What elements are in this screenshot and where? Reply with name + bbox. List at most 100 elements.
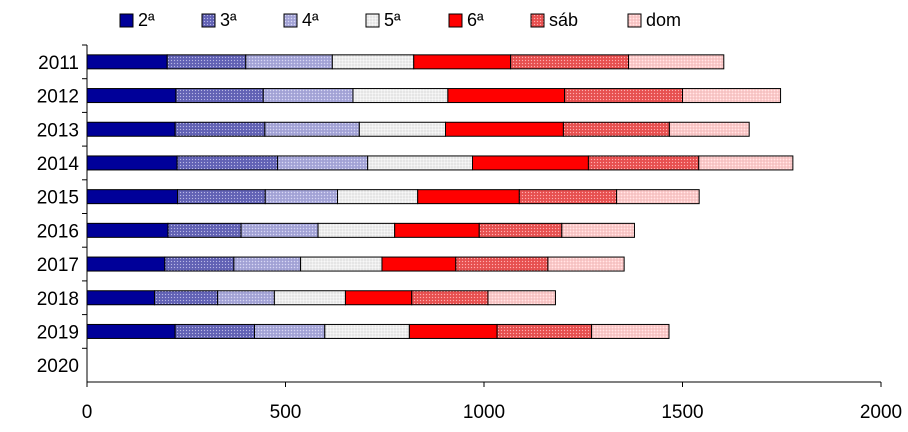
bar-segment (324, 323, 410, 339)
y-tick-label: 2019 (37, 322, 79, 343)
legend-label: 5ª (384, 10, 401, 30)
bar-segment (245, 54, 333, 70)
bar-segment (668, 121, 750, 137)
bar-segment (411, 290, 489, 306)
bar-segment (164, 256, 235, 272)
x-tick-label: 1000 (463, 402, 505, 423)
bar-segment (264, 189, 339, 205)
legend-swatch (530, 13, 545, 28)
legend-swatch (283, 13, 298, 28)
bar-segment (233, 256, 302, 272)
bar-row-2017 (86, 256, 625, 272)
bar-segment (417, 189, 520, 205)
x-tick-label: 1500 (661, 402, 703, 423)
bar-segment (547, 256, 625, 272)
bars (86, 54, 794, 339)
bar-segment (86, 155, 178, 171)
bar-segment (86, 189, 179, 205)
y-tick-label: 2018 (37, 289, 79, 310)
bar-segment (86, 256, 166, 272)
bar-segment (358, 121, 446, 137)
bar-segment (394, 222, 480, 238)
bar-segment (510, 54, 630, 70)
bar-segment (175, 88, 264, 104)
bar-segment (176, 155, 279, 171)
bar-segment (562, 121, 670, 137)
legend-item-4: 5ª (365, 10, 401, 30)
bar-segment (317, 222, 396, 238)
y-tick-label: 2012 (37, 87, 79, 108)
bar-segment (496, 323, 593, 339)
axes: 2011 2012 2013 2014 2015 2016 2017 2018 2019 2020… (37, 44, 902, 423)
bar-row-2013 (86, 121, 750, 137)
legend-swatch (119, 13, 134, 28)
legend-swatch (201, 13, 216, 28)
x-tick-label: 2000 (860, 402, 902, 423)
bar-row-2016 (86, 222, 635, 238)
bar-segment (174, 121, 266, 137)
y-tick-label: 2020 (37, 356, 79, 377)
bar-segment (273, 290, 346, 306)
bar-segment (174, 323, 256, 339)
bar-segment (444, 121, 564, 137)
legend-label: dom (646, 10, 681, 30)
legend-item-2: 3ª (201, 10, 237, 30)
legend-label: 3ª (220, 10, 237, 30)
bar-segment (344, 290, 413, 306)
bar-row-2019 (86, 323, 670, 339)
legend-item-1: 2ª (119, 10, 155, 30)
bar-segment (166, 54, 247, 70)
bar-segment (518, 189, 618, 205)
legend-label: 2ª (138, 10, 155, 30)
bar-segment (587, 155, 700, 171)
legend-swatch (627, 13, 642, 28)
bar-segment (86, 222, 169, 238)
bar-segment (561, 222, 635, 238)
bar-segment (86, 121, 176, 137)
bar-segment (455, 256, 549, 272)
bar-segment (217, 290, 275, 306)
y-tick-label: 2017 (37, 255, 79, 276)
legend-swatch (365, 13, 380, 28)
bar-segment (478, 222, 563, 238)
bar-segment (300, 256, 383, 272)
bar-segment (413, 54, 512, 70)
legend-item-6: sáb (530, 10, 578, 30)
legend-item-7: dom (627, 10, 681, 30)
bar-row-2012 (86, 88, 782, 104)
y-tick-label: 2016 (37, 221, 79, 242)
bar-segment (331, 54, 415, 70)
bar-segment (264, 121, 360, 137)
legend-label: 4ª (302, 10, 319, 30)
bar-segment (628, 54, 725, 70)
legend-item-5: 6ª (448, 10, 484, 30)
bar-segment (277, 155, 369, 171)
bar-segment (408, 323, 498, 339)
bar-segment (254, 323, 326, 339)
y-tick-label: 2011 (38, 53, 79, 74)
bar-segment (240, 222, 319, 238)
bar-segment (337, 189, 419, 205)
legend-label: sáb (549, 10, 578, 30)
bar-segment (167, 222, 242, 238)
bar-segment (352, 88, 449, 104)
bar-segment (447, 88, 566, 104)
bar-segment (471, 155, 589, 171)
legend-item-3: 4ª (283, 10, 319, 30)
y-tick-label: 2014 (37, 154, 80, 175)
bar-row-2011 (86, 54, 725, 70)
legend: 2ª 3ª 4ª 5ª 6ª sáb dom (119, 10, 681, 30)
bar-segment (86, 88, 177, 104)
y-tick-label: 2013 (37, 120, 79, 141)
bar-segment (367, 155, 473, 171)
bar-row-2018 (86, 290, 556, 306)
bar-segment (86, 290, 155, 306)
bar-segment (177, 189, 266, 205)
bar-segment (86, 323, 176, 339)
x-tick-label: 0 (82, 402, 93, 423)
x-tick-label: 500 (270, 402, 302, 423)
bar-segment (682, 88, 782, 104)
y-tick-label: 2015 (37, 188, 79, 209)
bar-segment (381, 256, 457, 272)
